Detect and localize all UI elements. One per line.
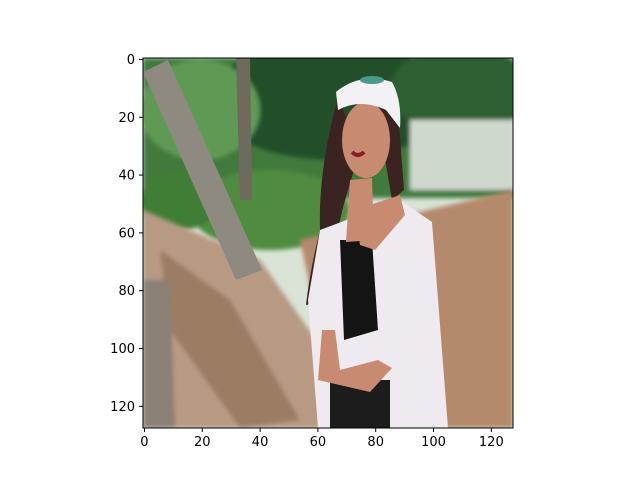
y-tick-label: 60 — [118, 226, 135, 241]
y-tick-label: 120 — [110, 400, 135, 415]
x-tick-label: 20 — [194, 435, 211, 450]
y-tick-label: 0 — [127, 53, 135, 68]
foliage — [143, 58, 513, 250]
x-tick-label: 0 — [140, 435, 148, 450]
x-axis: 0 20 40 60 80 100 120 — [140, 428, 504, 450]
x-tick-label: 80 — [367, 435, 384, 450]
x-tick-label: 60 — [310, 435, 327, 450]
y-tick-label: 100 — [110, 342, 135, 357]
x-tick-label: 120 — [479, 435, 504, 450]
y-axis: 0 20 40 60 80 100 120 — [110, 53, 143, 415]
axes-frame — [142, 57, 514, 429]
person — [306, 76, 448, 428]
y-tick-label: 40 — [118, 169, 135, 184]
x-tick-label: 100 — [421, 435, 446, 450]
image-heatmap — [143, 58, 513, 428]
y-tick-label: 80 — [118, 284, 135, 299]
x-tick-label: 40 — [252, 435, 269, 450]
tree-trunk — [143, 60, 262, 280]
y-tick-label: 20 — [118, 111, 135, 126]
